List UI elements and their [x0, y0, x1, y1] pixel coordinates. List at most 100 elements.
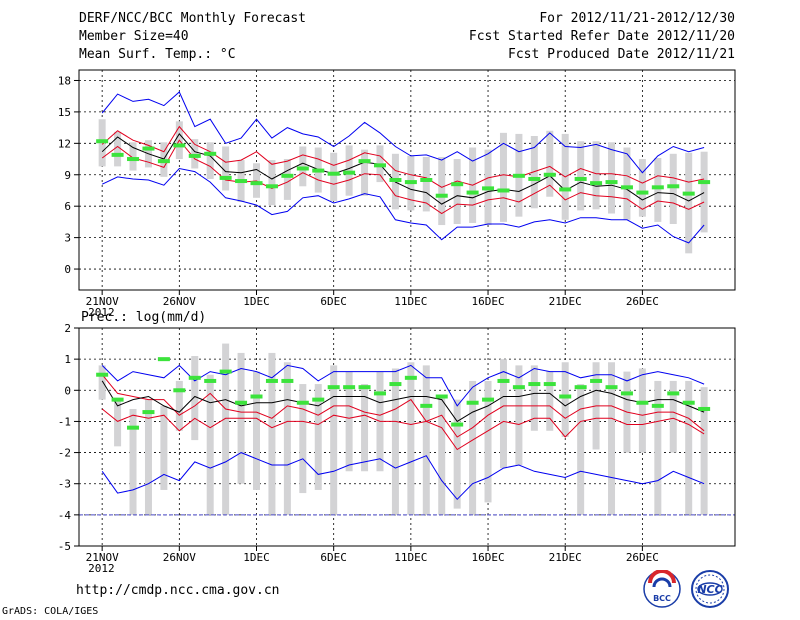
temp-spread-box: [206, 142, 214, 179]
temp-observed-marker: [327, 171, 340, 176]
prec-spread-box: [546, 371, 554, 431]
ncc-logo-icon: NCC: [691, 570, 729, 608]
prec-spread-box: [253, 371, 261, 490]
prec-spread-box: [685, 380, 693, 515]
temp-observed-marker: [250, 181, 263, 186]
temp-median-line: [101, 133, 705, 205]
start-date: Fcst Started Refer Date 2012/11/20: [468, 29, 735, 44]
temp-spread-box: [530, 136, 538, 209]
temp-observed-marker: [142, 146, 155, 151]
prec-spread-box: [561, 362, 569, 437]
prec-spread-box: [469, 380, 477, 515]
prec-spread-box: [422, 365, 430, 515]
prec-observed-marker: [96, 372, 109, 377]
prec-observed-marker: [420, 403, 433, 408]
prec-observed-marker: [528, 382, 541, 387]
prec-spread-box: [700, 387, 708, 515]
prec-observed-marker: [219, 369, 232, 374]
prec-observed-marker: [358, 385, 371, 390]
prec-spread-box: [361, 384, 369, 472]
temp-spread-box: [114, 131, 122, 167]
temp-observed-marker: [96, 139, 109, 144]
prec-ytick-label: -2: [58, 447, 71, 460]
temp-spread-box: [191, 139, 199, 169]
prec-observed-marker: [327, 385, 340, 390]
temp-xtick-label: 26NOV: [163, 295, 196, 308]
prec-observed-marker: [173, 388, 186, 393]
prec-observed-marker: [235, 400, 248, 405]
bcc-logo-icon: BCC: [643, 569, 681, 608]
prec-max-line: [101, 364, 705, 407]
footer-url[interactable]: http://cmdp.ncc.cma.gov.cn: [76, 583, 280, 598]
temp-observed-marker: [358, 159, 371, 164]
temp-ytick-label: 3: [64, 232, 71, 245]
temp-observed-marker: [590, 181, 603, 186]
prec-ytick-label: -1: [58, 415, 71, 428]
temp-spread-box: [222, 146, 230, 191]
temp-upper-line: [101, 125, 705, 188]
prec-spread-box: [191, 356, 199, 441]
temp-observed-marker: [435, 193, 448, 198]
prec-spread-box: [515, 365, 523, 466]
temp-spread-box: [422, 156, 430, 212]
temp-observed-marker: [173, 143, 186, 148]
temp-observed-marker: [543, 172, 556, 177]
prec-xtick-label: 1DEC: [243, 551, 270, 564]
prec-ytick-label: 2: [64, 322, 71, 335]
temp-xtick-label: 6DEC: [320, 295, 347, 308]
temp-observed-marker: [620, 185, 633, 190]
prec-observed-marker: [127, 425, 140, 430]
temp-spread-box: [608, 142, 616, 214]
temp-spread-box: [268, 160, 276, 206]
temp-spread-box: [577, 141, 585, 211]
temp-spread-box: [361, 149, 369, 196]
prec-observed-marker: [404, 375, 417, 380]
prec-min-line: [101, 452, 705, 501]
prec-spread-box: [114, 399, 122, 447]
prec-observed-marker: [281, 378, 294, 383]
temp-observed-marker: [235, 179, 248, 184]
prec-spread-box: [314, 384, 322, 490]
temp-spread-box: [638, 159, 646, 217]
temp-ytick-label: 6: [64, 200, 71, 213]
temp-xtick-label: 26DEC: [626, 295, 659, 308]
temp-spread-box: [283, 159, 291, 200]
temp-ytick-label: 15: [58, 106, 71, 119]
ncc-logo-text: NCC: [697, 583, 722, 596]
temp-observed-marker: [482, 186, 495, 191]
prec-ytick-label: -3: [58, 478, 71, 491]
temp-observed-marker: [296, 166, 309, 171]
prec-observed-marker: [543, 382, 556, 387]
prec-observed-marker: [482, 397, 495, 402]
prec-lower-line: [101, 408, 705, 451]
temp-xtick-label: 21NOV: [86, 295, 119, 308]
temp-observed-marker: [157, 159, 170, 164]
prec-median-line: [101, 380, 705, 423]
prec-observed-marker: [605, 385, 618, 390]
prec-observed-marker: [204, 378, 217, 383]
prec-spread-box: [453, 399, 461, 509]
produced-date: Fcst Produced Date 2012/11/21: [508, 47, 735, 62]
prec-spread-box: [391, 368, 399, 515]
prec-spread-box: [129, 408, 137, 515]
prec-observed-marker: [512, 385, 525, 390]
prec-observed-marker: [373, 391, 386, 396]
prec-spread-box: [175, 380, 183, 431]
prec-observed-marker: [451, 422, 464, 427]
prec-observed-marker: [188, 375, 201, 380]
prec-xtick-label: 21DEC: [549, 551, 582, 564]
temp-lower-line: [101, 139, 705, 215]
prec-xtick-label: 26NOV: [163, 551, 196, 564]
temp-min-line: [101, 167, 705, 244]
prec-spread-box: [330, 365, 338, 515]
temp-ytick-label: 12: [58, 137, 71, 150]
temp-observed-marker: [605, 180, 618, 185]
temp-observed-marker: [389, 178, 402, 182]
prec-observed-marker: [497, 378, 510, 383]
prec-spread-box: [577, 384, 585, 515]
temp-observed-marker: [466, 190, 479, 195]
temp-observed-marker: [420, 178, 433, 182]
prec-observed-marker: [157, 357, 170, 362]
